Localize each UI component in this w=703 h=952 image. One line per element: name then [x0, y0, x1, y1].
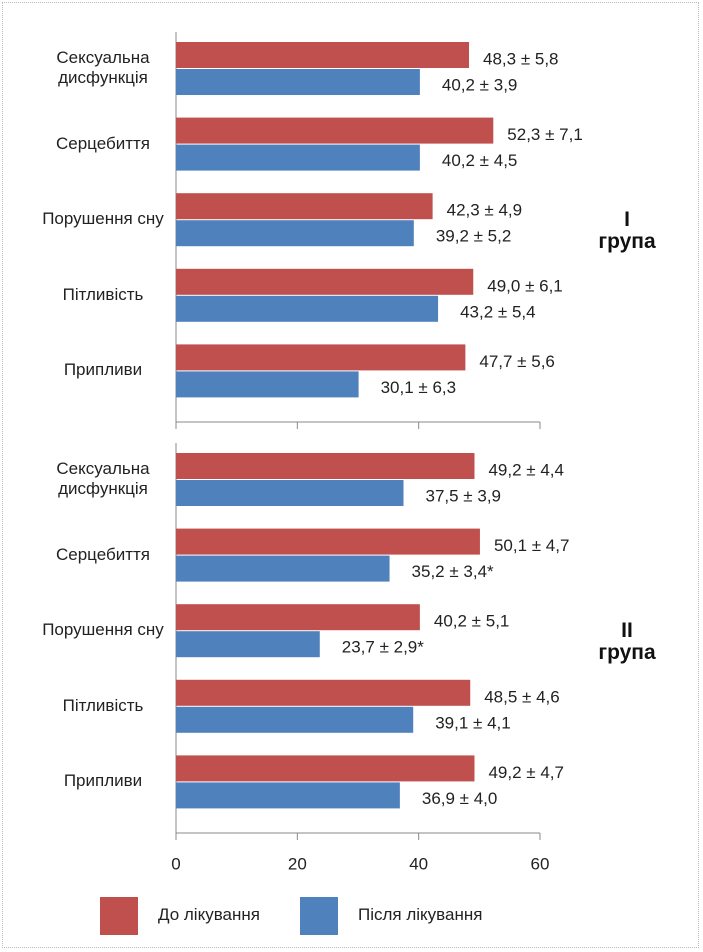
value-label: 49,2 ± 4,4 [488, 460, 563, 479]
category-label: Припливи [63, 771, 143, 791]
bar [176, 144, 420, 171]
value-label: 42,3 ± 4,9 [447, 201, 523, 220]
legend-swatch [100, 897, 138, 935]
value-label: 52,3 ± 7,1 [507, 125, 582, 144]
bar [176, 344, 466, 371]
bar [176, 220, 414, 247]
value-label: 49,2 ± 4,7 [488, 763, 563, 782]
group-label: I група [598, 208, 656, 253]
group-label: II група [598, 619, 656, 664]
bar [176, 42, 470, 68]
bar [176, 631, 320, 658]
value-label: 50,1 ± 4,7 [494, 536, 570, 555]
value-label: 39,2 ± 5,2 [436, 227, 512, 246]
value-label: 40,2 ± 4,5 [442, 151, 518, 170]
bar [176, 295, 439, 322]
category-label: Порушення сну [42, 209, 164, 229]
bar [176, 755, 475, 782]
x-tick-label: 20 [288, 854, 307, 873]
legend-label: Після лікування [358, 905, 483, 924]
category-label: Порушення сну [42, 620, 164, 640]
value-label: 35,2 ± 3,4* [412, 562, 494, 581]
bar [176, 117, 494, 144]
value-label: 48,5 ± 4,6 [484, 687, 560, 706]
value-label: 40,2 ± 5,1 [434, 612, 510, 631]
bar [176, 528, 480, 555]
value-label: 39,1 ± 4,1 [435, 713, 511, 732]
category-label: Серцебиття [55, 133, 150, 153]
category-label: Сексуальна дисфункція [56, 48, 150, 87]
bar [176, 69, 420, 95]
bar [176, 782, 400, 809]
value-label: 43,2 ± 5,4 [460, 302, 535, 321]
value-label: 48,3 ± 5,8 [483, 49, 559, 68]
bar [176, 604, 420, 631]
category-label: Сексуальна дисфункція [56, 459, 150, 498]
bar [176, 268, 474, 295]
bar [176, 371, 359, 398]
bar [176, 679, 471, 706]
x-tick-label: 60 [531, 854, 550, 873]
category-label: Серцебиття [55, 544, 150, 564]
bar [176, 193, 433, 220]
category-label: Пітливість [62, 284, 144, 304]
x-tick-label: 0 [171, 854, 180, 873]
bar [176, 480, 404, 506]
value-label: 36,9 ± 4,0 [422, 789, 498, 808]
category-label: Пітливість [62, 695, 144, 715]
value-label: 23,7 ± 2,9* [342, 638, 424, 657]
value-label: 37,5 ± 3,9 [426, 486, 502, 505]
bar [176, 706, 414, 733]
x-tick-label: 40 [409, 854, 428, 873]
value-label: 40,2 ± 3,9 [442, 75, 518, 94]
bar [176, 453, 475, 479]
category-label: Припливи [63, 360, 143, 380]
value-label: 30,1 ± 6,3 [381, 378, 457, 397]
value-label: 47,7 ± 5,6 [479, 352, 555, 371]
legend-label: До лікування [158, 905, 260, 924]
legend-swatch [300, 897, 338, 935]
bar [176, 555, 390, 582]
value-label: 49,0 ± 6,1 [487, 276, 563, 295]
